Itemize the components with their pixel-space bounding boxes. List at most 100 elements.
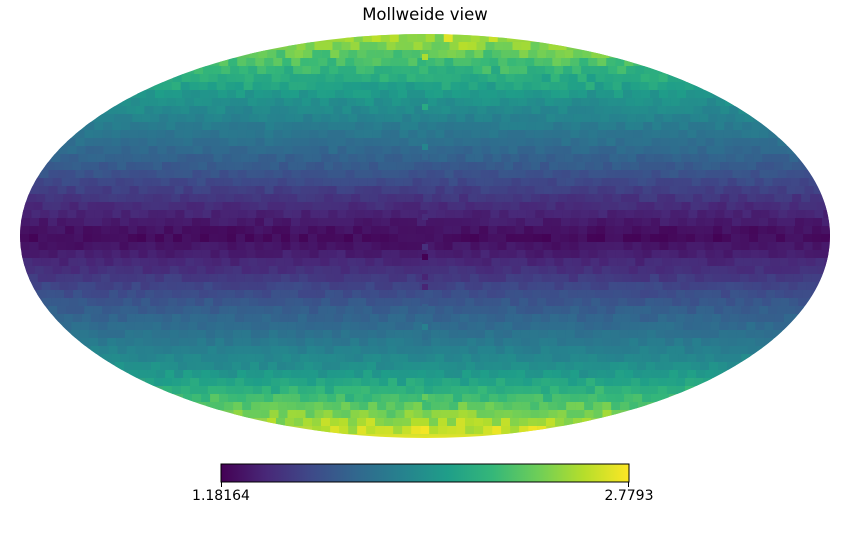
map-pixel [363,218,372,226]
map-pixel [21,218,30,226]
map-pixel [201,250,211,258]
map-pixel [663,202,673,210]
map-pixel [169,178,179,186]
map-pixel [93,186,103,194]
map-pixel [485,402,495,410]
map-pixel [338,282,348,290]
map-pixel [69,298,79,306]
map-pixel [557,322,567,330]
map-pixel [501,298,511,306]
map-pixel [395,322,405,330]
map-pixel [821,242,830,250]
map-pixel [350,402,360,410]
map-pixel [634,210,644,218]
map-pixel [196,330,206,338]
map-pixel [570,250,580,258]
map-pixel [296,402,306,410]
map-pixel [282,186,292,194]
map-pixel [175,122,185,130]
map-pixel [642,250,652,258]
map-pixel [234,346,244,354]
map-pixel [761,282,771,290]
map-pixel [326,234,335,242]
map-pixel [253,274,263,282]
map-pixel [548,338,558,346]
map-pixel [659,242,669,250]
map-pixel [487,290,497,298]
map-pixel [273,250,283,258]
map-pixel [539,42,549,50]
map-pixel [524,90,533,98]
map-pixel [653,258,663,266]
map-pixel [470,90,479,98]
map-pixel [444,58,454,66]
map-pixel [745,330,755,338]
map-pixel [165,354,175,362]
map-pixel [307,74,317,82]
map-pixel [264,58,274,66]
map-pixel [382,210,392,218]
map-pixel [679,146,689,154]
map-pixel [197,338,207,346]
map-pixel [516,218,525,226]
map-pixel [423,346,433,354]
map-pixel [265,210,275,218]
map-pixel [713,90,722,98]
map-pixel [127,274,137,282]
map-pixel [142,362,151,370]
map-pixel [753,298,763,306]
map-pixel [687,186,697,194]
map-pixel [145,290,155,298]
map-pixel [405,162,415,170]
map-pixel [291,250,301,258]
map-pixel [398,34,408,42]
map-pixel [330,298,340,306]
map-pixel [630,106,640,114]
map-pixel [564,50,574,58]
map-pixel [522,82,532,90]
map-pixel [56,226,66,234]
map-pixel [231,154,241,162]
map-pixel [676,290,686,298]
map-pixel [516,394,526,402]
map-pixel [700,330,710,338]
map-pixel [536,282,546,290]
map-pixel [159,298,169,306]
map-pixel [423,82,433,90]
map-pixel [318,170,328,178]
map-pixel [391,146,401,154]
map-pixel [452,234,461,242]
map-pixel [342,346,352,354]
map-pixel [775,290,785,298]
map-pixel [147,354,157,362]
map-pixel [131,258,141,266]
map-pixel [241,266,251,274]
map-pixel [262,74,272,82]
map-pixel [383,282,393,290]
map-pixel [171,386,181,394]
map-pixel [288,194,298,202]
map-pixel [803,242,813,250]
map-pixel [546,154,556,162]
map-pixel [543,138,553,146]
map-pixel [478,274,488,282]
map-pixel [255,306,265,314]
map-pixel [200,234,209,242]
map-pixel [735,114,745,122]
map-pixel [307,274,317,282]
map-pixel [464,282,474,290]
map-pixel [579,58,589,66]
map-pixel [687,138,697,146]
map-pixel [426,250,436,258]
map-pixel [243,346,253,354]
map-pixel [656,322,666,330]
map-pixel [192,218,201,226]
map-pixel [259,362,268,370]
map-pixel [540,386,550,394]
map-pixel [377,42,387,50]
map-pixel [339,426,349,434]
map-pixel [657,106,667,114]
map-pixel [192,370,202,378]
map-pixel [328,122,338,130]
